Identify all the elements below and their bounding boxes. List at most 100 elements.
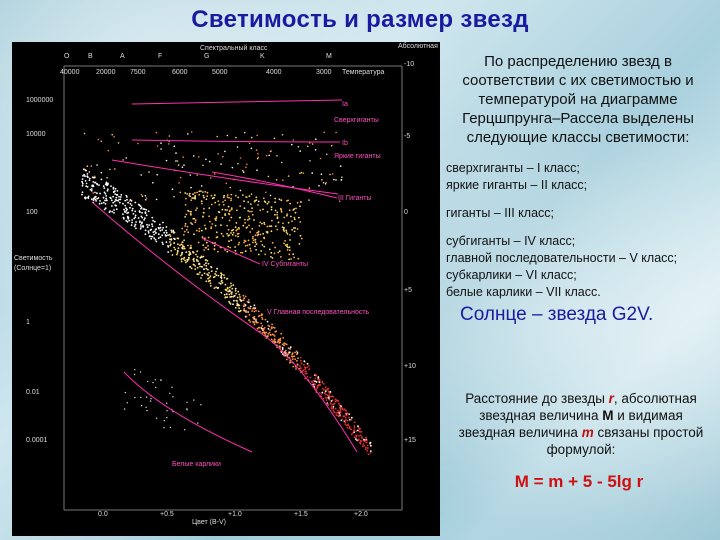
star-point: [107, 188, 109, 191]
star-point: [255, 243, 258, 246]
star-point: [251, 310, 254, 312]
star-point: [205, 264, 208, 267]
star-point: [344, 416, 347, 419]
star-point: [186, 225, 189, 228]
star-point: [159, 236, 162, 239]
star-point: [84, 175, 86, 178]
star-point: [125, 207, 127, 210]
star-point: [200, 200, 203, 203]
star-point: [140, 207, 142, 210]
temperature-tick: 4000: [266, 69, 282, 76]
star-point: [122, 216, 125, 219]
formula-text-part: связаны простой формулой:: [546, 425, 704, 457]
star-point: [243, 207, 246, 210]
star-point: [105, 197, 107, 200]
spectral-class-label: K: [260, 53, 265, 60]
star-point: [144, 217, 146, 220]
star-point: [221, 216, 224, 219]
star-point: [234, 194, 237, 197]
star-point: [141, 221, 144, 224]
star-point: [367, 453, 370, 456]
star-point: [84, 180, 87, 182]
star-point: [254, 319, 257, 321]
star-point: [230, 208, 233, 211]
star-point: [169, 426, 172, 429]
star-point: [146, 223, 148, 226]
star-point: [226, 250, 229, 253]
star-point: [141, 216, 144, 219]
star-point: [96, 182, 98, 185]
star-point: [269, 329, 271, 331]
star-point: [244, 304, 247, 306]
star-point: [241, 251, 244, 254]
var-m: m: [581, 425, 594, 440]
star-point: [247, 215, 250, 218]
bright-giants-line: [111, 159, 339, 195]
star-point: [255, 248, 257, 251]
star-point: [148, 235, 151, 238]
star-point: [230, 207, 233, 210]
star-point: [114, 187, 117, 190]
star-point: [199, 265, 201, 268]
star-point: [240, 300, 243, 302]
star-point: [150, 237, 153, 240]
color-tick: +0.5: [160, 511, 174, 518]
star-point: [242, 294, 245, 297]
star-point: [140, 194, 143, 196]
star-point: [362, 443, 365, 445]
sun-class-text: Солнце – звезда G2V.: [460, 304, 654, 325]
star-point: [145, 396, 148, 398]
star-point: [262, 197, 265, 200]
star-point: [131, 209, 134, 212]
star-point: [174, 238, 176, 241]
star-point: [285, 229, 288, 232]
star-point: [306, 362, 309, 365]
star-point: [215, 274, 218, 277]
color-tick: +1.5: [294, 511, 308, 518]
star-point: [262, 208, 264, 211]
star-point: [123, 210, 126, 213]
star-point: [181, 251, 184, 254]
star-point: [226, 286, 229, 289]
star-point: [177, 247, 180, 250]
star-point: [204, 246, 207, 249]
star-point: [191, 223, 194, 226]
star-point: [182, 156, 184, 158]
star-point: [283, 216, 286, 219]
spectral-class-label: M: [326, 53, 332, 60]
star-point: [276, 228, 279, 231]
star-point: [144, 229, 147, 232]
star-point: [299, 356, 302, 359]
star-point: [289, 202, 291, 205]
star-point: [210, 203, 213, 206]
star-point: [192, 193, 194, 196]
star-point: [250, 193, 253, 195]
star-point: [96, 164, 98, 166]
star-point: [254, 234, 257, 237]
star-point: [256, 327, 259, 330]
star-point: [261, 313, 264, 316]
star-point: [253, 318, 256, 320]
star-point: [315, 374, 317, 376]
star-point: [176, 253, 178, 256]
star-point: [300, 237, 303, 240]
star-point: [86, 165, 89, 167]
star-point: [334, 400, 337, 403]
star-point: [167, 246, 170, 248]
star-point: [93, 175, 96, 178]
star-point: [357, 425, 359, 428]
var-r: r: [608, 391, 614, 406]
star-point: [183, 230, 186, 233]
star-point: [243, 305, 245, 308]
supergiants-label: Сверхгиганты: [334, 117, 379, 124]
star-point: [194, 192, 196, 194]
star-point: [172, 231, 175, 234]
star-point: [352, 432, 354, 434]
star-point: [255, 149, 258, 151]
star-point: [254, 199, 256, 202]
star-point: [326, 388, 329, 391]
star-point: [150, 228, 153, 231]
star-point: [234, 249, 237, 252]
star-point: [115, 196, 118, 199]
star-point: [180, 260, 183, 263]
